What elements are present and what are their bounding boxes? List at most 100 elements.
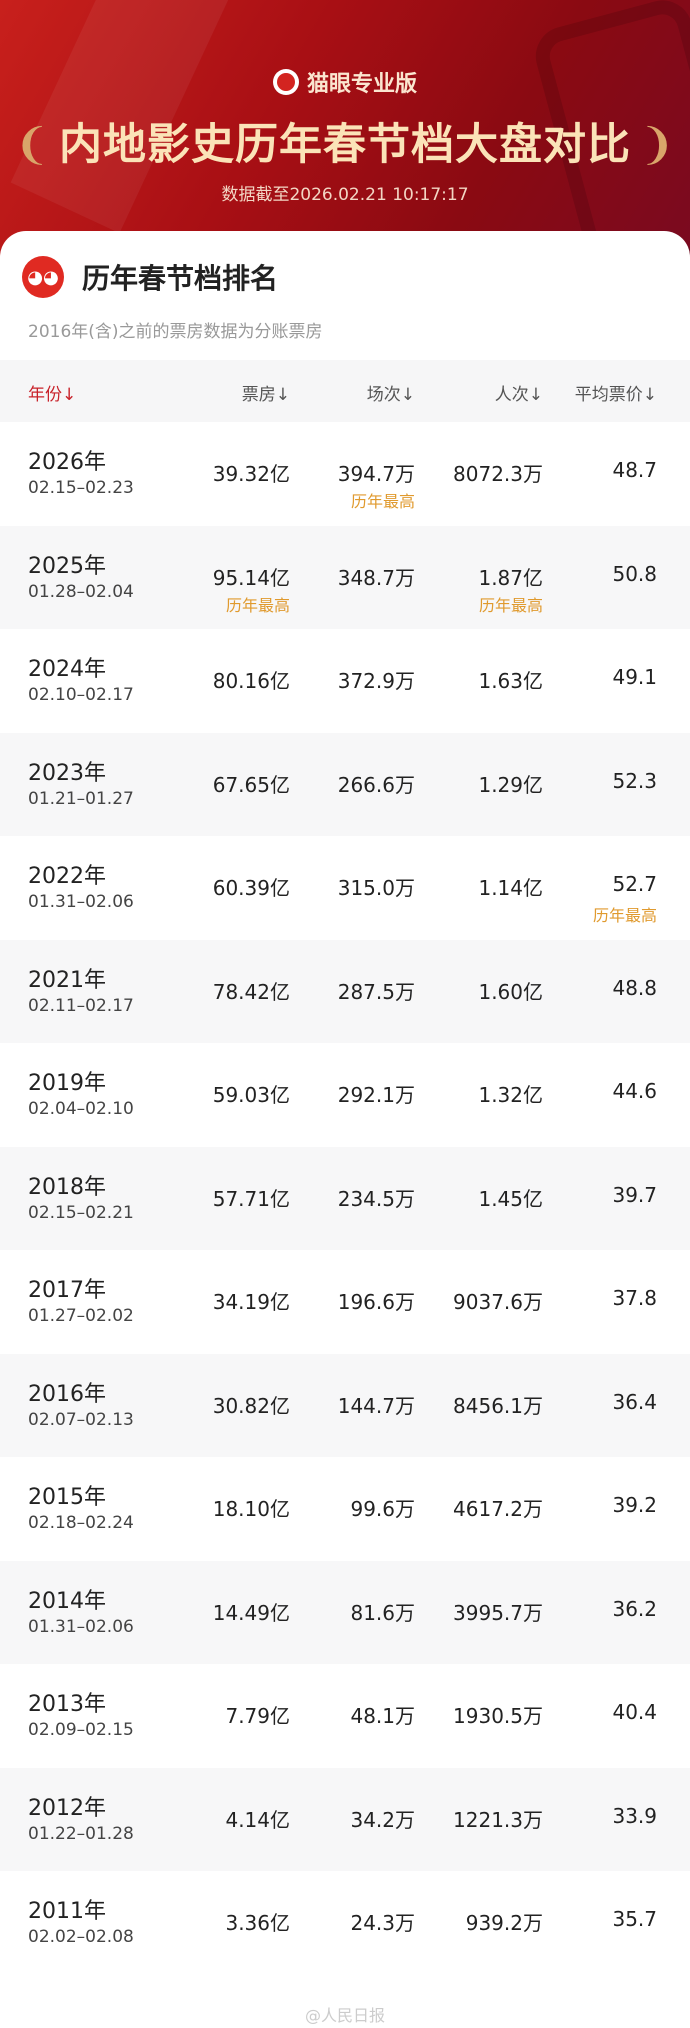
year: 2025年 <box>28 553 106 579</box>
year: 2022年 <box>28 864 106 889</box>
maoyan-cat-icon: ◕◕ <box>22 256 64 298</box>
table-row[interactable]: 2026年 02.15–02.23 39.32亿 394.7万 历年最高 8072.3万 4… <box>0 422 690 526</box>
date-range: 02.15–02.23 <box>28 478 134 498</box>
table-row[interactable]: 2012年 01.22–01.28 4.14亿 34.2万 1221.3万 33.9 <box>0 1767 690 1871</box>
card-note: 2016年(含)之前的票房数据为分账票房 <box>28 322 323 342</box>
date-range: 02.04–02.10 <box>28 1099 134 1119</box>
table-row[interactable]: 2021年 02.11–02.17 78.42亿 287.5万 1.60亿 48.8 <box>0 939 690 1043</box>
avg-price: 40.4 <box>612 1700 657 1724</box>
date-range: 01.22–01.28 <box>28 1823 134 1844</box>
avg-price: 39.2 <box>612 1493 657 1517</box>
table-row[interactable]: 2022年 01.31–02.06 60.39亿 315.0万 1.14亿 52.7 历年最… <box>0 836 690 940</box>
table-row[interactable]: 2019年 02.04–02.10 59.03亿 292.1万 1.32亿 44.6 <box>0 1043 690 1147</box>
box-office: 67.65亿 <box>212 772 290 797</box>
table-row[interactable]: 2018年 02.15–02.21 57.71亿 234.5万 1.45亿 39.7 <box>0 1146 690 1250</box>
table-row[interactable]: 2015年 02.18–02.24 18.10亿 99.6万 4617.2万 39.2 <box>0 1457 690 1561</box>
box-office: 39.32亿 <box>212 462 290 486</box>
table-row[interactable]: 2024年 02.10–02.17 80.16亿 372.9万 1.63亿 49.1 <box>0 629 690 733</box>
year: 2014年 <box>28 1588 106 1614</box>
box-office: 95.14亿 <box>212 565 290 590</box>
admissions: 1.63亿 <box>478 669 543 693</box>
avg-price: 36.2 <box>612 1596 657 1621</box>
avg-price: 35.7 <box>612 1907 657 1931</box>
box-office: 78.42亿 <box>212 979 290 1004</box>
avg-price: 37.8 <box>612 1286 657 1310</box>
shows: 81.6万 <box>350 1600 415 1625</box>
box-office: 3.36亿 <box>225 1911 290 1935</box>
date-range: 02.07–02.13 <box>28 1409 134 1430</box>
table-row[interactable]: 2013年 02.09–02.15 7.79亿 48.1万 1930.5万 40.4 <box>0 1664 690 1768</box>
admissions: 1.45亿 <box>478 1186 543 1211</box>
card-header: ◕◕ 历年春节档排名 <box>22 256 278 298</box>
year: 2026年 <box>28 450 106 475</box>
avg-price: 49.1 <box>612 665 657 689</box>
year: 2021年 <box>28 967 106 993</box>
date-range: 02.10–02.17 <box>28 685 134 705</box>
brand-name: 猫眼专业版 <box>306 72 417 97</box>
weibo-watermark: @人民日报 <box>304 2006 385 2025</box>
year: 2019年 <box>28 1071 106 1096</box>
shows: 234.5万 <box>337 1186 415 1211</box>
year: 2018年 <box>28 1174 106 1200</box>
sort-shows[interactable]: 场次↓ <box>366 385 415 405</box>
sort-admissions[interactable]: 人次↓ <box>494 385 543 405</box>
hero-banner: 猫眼专业版 ❨ 内地影史历年春节档大盘对比 ❩ 数据截至2026.02.21 10:… <box>0 0 690 260</box>
table-header: 年份↓ 票房↓ 场次↓ 人次↓ 平均票价↓ <box>0 360 690 422</box>
card-title: 历年春节档排名 <box>82 262 279 295</box>
date-range: 01.31–02.06 <box>28 892 134 912</box>
table-row[interactable]: 2023年 01.21–01.27 67.65亿 266.6万 1.29亿 52.3 <box>0 732 690 836</box>
table-row[interactable]: 2014年 01.31–02.06 14.49亿 81.6万 3995.7万 36.2 <box>0 1560 690 1664</box>
admissions: 1.14亿 <box>478 876 543 900</box>
admissions: 4617.2万 <box>453 1497 543 1521</box>
year: 2023年 <box>28 760 106 786</box>
admissions: 9037.6万 <box>453 1290 543 1314</box>
avg-price: 36.4 <box>612 1389 657 1414</box>
maoyan-logo-icon <box>272 69 299 95</box>
sort-avg-price[interactable]: 平均票价↓ <box>574 385 657 405</box>
avg-price: 52.3 <box>612 768 657 793</box>
admissions: 1930.5万 <box>453 1704 543 1728</box>
avg-price: 44.6 <box>612 1079 657 1103</box>
admissions: 1.60亿 <box>478 979 543 1004</box>
year: 2016年 <box>28 1381 106 1407</box>
date-range: 02.11–02.17 <box>28 995 134 1016</box>
date-range: 02.15–02.21 <box>28 1202 134 1223</box>
year: 2012年 <box>28 1795 106 1821</box>
box-office: 57.71亿 <box>212 1186 290 1211</box>
avg-price: 39.7 <box>612 1182 657 1207</box>
sort-year[interactable]: 年份↓ <box>28 385 77 405</box>
table-row[interactable]: 2017年 01.27–02.02 34.19亿 196.6万 9037.6万 37.8 <box>0 1250 690 1354</box>
box-office: 18.10亿 <box>212 1497 290 1521</box>
table-row[interactable]: 2025年 01.28–02.04 95.14亿 历年最高 348.7万 1.87亿 历年最… <box>0 525 690 629</box>
record-high-badge: 历年最高 <box>225 595 290 615</box>
shows: 34.2万 <box>350 1807 415 1832</box>
avg-price: 52.7 <box>612 872 657 896</box>
box-office: 14.49亿 <box>212 1600 290 1625</box>
page-title-text: 内地影史历年春节档大盘对比 <box>59 120 631 170</box>
box-office: 80.16亿 <box>212 669 290 693</box>
shows: 292.1万 <box>337 1083 415 1107</box>
shows: 372.9万 <box>337 669 415 693</box>
admissions: 8072.3万 <box>453 462 543 486</box>
table-row[interactable]: 2011年 02.02–02.08 3.36亿 24.3万 939.2万 35.7 <box>0 1871 690 1975</box>
date-range: 01.21–01.27 <box>28 788 134 809</box>
date-range: 02.02–02.08 <box>28 1927 134 1947</box>
shows: 196.6万 <box>337 1290 415 1314</box>
sort-box-office[interactable]: 票房↓ <box>241 385 290 405</box>
shows: 99.6万 <box>350 1497 415 1521</box>
shows: 315.0万 <box>337 876 415 900</box>
ranking-card: ◕◕ 历年春节档排名 2016年(含)之前的票房数据为分账票房 年份↓ 票房↓ … <box>0 231 690 2028</box>
date-range: 02.09–02.15 <box>28 1720 134 1740</box>
box-office: 59.03亿 <box>212 1083 290 1107</box>
admissions: 1221.3万 <box>453 1807 543 1832</box>
year: 2011年 <box>28 1899 106 1924</box>
box-office: 4.14亿 <box>225 1807 290 1832</box>
shows: 287.5万 <box>337 979 415 1004</box>
avg-price: 48.8 <box>612 975 657 1000</box>
table-row[interactable]: 2016年 02.07–02.13 30.82亿 144.7万 8456.1万 36.4 <box>0 1353 690 1457</box>
avg-price: 50.8 <box>612 561 657 586</box>
laurel-right-icon: ❩ <box>639 120 677 170</box>
admissions: 8456.1万 <box>453 1393 543 1418</box>
shows: 144.7万 <box>337 1393 415 1418</box>
date-range: 02.18–02.24 <box>28 1513 134 1533</box>
